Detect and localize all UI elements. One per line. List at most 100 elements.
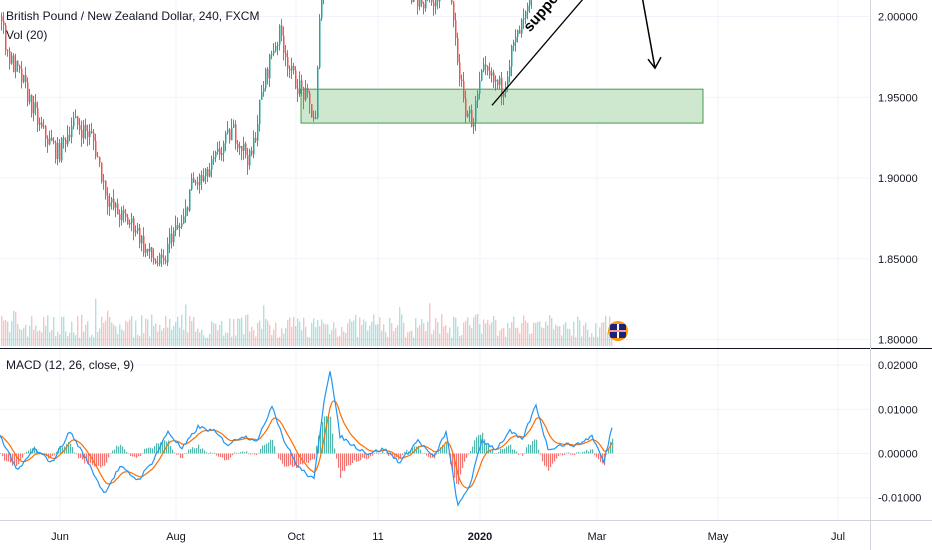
macd-histogram-bar (376, 452, 378, 454)
candle-body (95, 140, 97, 157)
macd-histogram-bar (328, 416, 330, 454)
macd-legend[interactable]: MACD (12, 26, close, 9) (6, 358, 135, 372)
macd-histogram-bar (24, 453, 26, 454)
candle (79, 118, 81, 135)
macd-histogram-bar (154, 446, 156, 454)
candle (491, 67, 493, 83)
volume-bar (57, 331, 59, 346)
volume-legend[interactable]: Vol (20) (6, 28, 48, 42)
volume-bar (513, 316, 515, 346)
candle (157, 255, 159, 267)
symbol-title[interactable]: British Pound / New Zealand Dollar, 240,… (6, 9, 260, 23)
volume-bar (37, 331, 39, 346)
candle (63, 135, 65, 149)
candle-body (469, 109, 471, 114)
candle (275, 41, 277, 53)
volume-bar (369, 325, 371, 346)
volume-bar (467, 317, 469, 346)
macd-histogram-bar (342, 453, 344, 471)
volume-bar (181, 314, 183, 346)
down-arrow-shaft (641, 0, 656, 69)
candle-body (267, 69, 269, 79)
macd-histogram-bar (580, 453, 582, 454)
volume-bar (297, 318, 299, 346)
volume-bar (509, 328, 511, 346)
candle-body (253, 137, 255, 155)
time-axis[interactable]: Jun Aug Oct 11 2020 Mar May Jul (51, 531, 845, 543)
candle-body (219, 148, 221, 155)
macd-histogram-bar (460, 453, 462, 475)
volume-bar (293, 316, 295, 346)
candle-body (411, 0, 413, 2)
candle-body (191, 178, 193, 190)
candle (257, 115, 259, 147)
volume-bar (525, 320, 527, 346)
volume-bar (221, 321, 223, 346)
candle (291, 57, 293, 80)
volume-bar (191, 320, 193, 346)
candle-body (507, 76, 509, 87)
candle (309, 90, 311, 114)
candle (249, 148, 251, 170)
volume-bar (343, 331, 345, 346)
macd-histogram-bar (468, 453, 470, 455)
drawings[interactable]: support line (0, 0, 870, 341)
macd-histogram-bar (332, 433, 334, 454)
candle (289, 65, 291, 78)
volume-bar (351, 321, 353, 346)
macd-histogram-bar (262, 445, 264, 454)
candle (283, 26, 285, 61)
price-axis[interactable]: 2.200002.150002.100002.050002.000001.950… (878, 0, 921, 505)
candle-body (203, 176, 205, 182)
volume-bar (127, 322, 129, 346)
macd-histogram-bar (28, 450, 30, 454)
macd-histogram-bar (564, 453, 566, 456)
volume-bar (179, 327, 181, 346)
candle (525, 10, 527, 25)
candle-body (299, 80, 301, 94)
candle-body (487, 66, 489, 71)
candle-body (525, 11, 527, 18)
candle-body (119, 214, 121, 221)
macd-histogram-bar (56, 451, 58, 454)
candle-body (243, 143, 245, 151)
macd-histogram-bar (260, 449, 262, 454)
macd-histogram-bar (186, 453, 188, 454)
macd-histogram-bar (138, 453, 140, 457)
macd-histogram-bar (554, 453, 556, 462)
macd-histogram-bar (502, 449, 504, 454)
macd-histogram-bar (252, 453, 254, 454)
volume-bar (227, 332, 229, 346)
volume-bar (445, 324, 447, 346)
volume-bar (485, 323, 487, 346)
volume-bar (21, 330, 23, 346)
candle-body (455, 20, 457, 38)
macd-histogram-bar (326, 416, 328, 454)
volume-bar (497, 335, 499, 346)
volume-bar (31, 316, 33, 346)
volume-bar (313, 318, 315, 346)
candle-body (437, 0, 439, 2)
volume-bar (245, 315, 247, 346)
candle (527, 2, 529, 20)
macd-histogram-bar (312, 453, 314, 460)
macd-histogram-bar (164, 440, 166, 454)
macd-histogram-bar (52, 453, 54, 457)
candle (195, 179, 197, 186)
macd-histogram-bar (232, 453, 234, 456)
candle-body (501, 77, 503, 97)
candle-body (99, 157, 101, 163)
macd-histogram-bar (528, 444, 530, 454)
macd-histogram-bar (30, 448, 32, 454)
macd-histogram-bar (180, 453, 182, 458)
volume-bar (347, 323, 349, 346)
volume-bar (107, 310, 109, 346)
candle-body (269, 54, 271, 79)
volume-bar (541, 327, 543, 346)
candle-body (451, 0, 453, 3)
volume-bar (11, 321, 13, 346)
volume-bar (169, 318, 171, 346)
macd-histogram-bar (62, 447, 64, 454)
candle (255, 132, 257, 143)
